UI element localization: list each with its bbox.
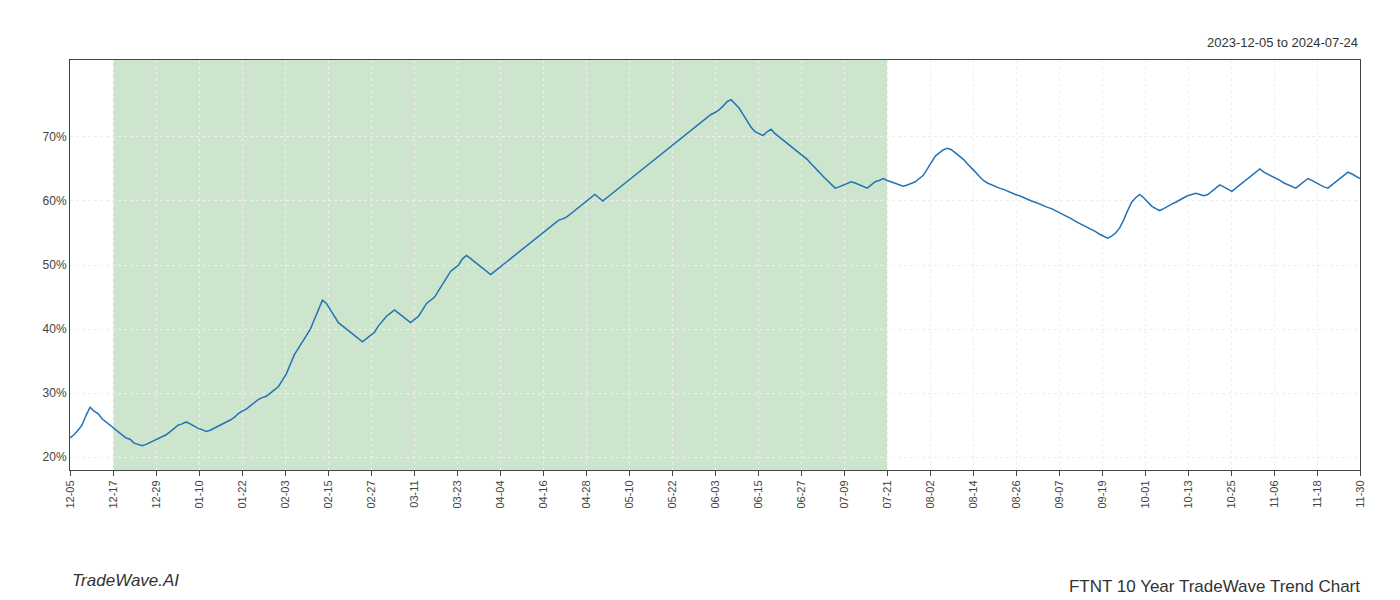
- svg-text:07-21: 07-21: [881, 480, 893, 508]
- svg-text:02-27: 02-27: [365, 480, 377, 508]
- svg-text:40%: 40%: [43, 322, 67, 336]
- svg-text:2023-12-05 to 2024-07-24: 2023-12-05 to 2024-07-24: [1207, 35, 1358, 50]
- svg-text:60%: 60%: [43, 194, 67, 208]
- svg-text:09-19: 09-19: [1096, 480, 1108, 508]
- svg-text:20%: 20%: [43, 450, 67, 464]
- svg-text:08-14: 08-14: [967, 480, 979, 508]
- svg-text:05-10: 05-10: [623, 480, 635, 508]
- svg-text:12-29: 12-29: [150, 480, 162, 508]
- svg-text:10-13: 10-13: [1182, 480, 1194, 508]
- svg-text:30%: 30%: [43, 386, 67, 400]
- svg-text:11-06: 11-06: [1268, 480, 1280, 507]
- svg-text:04-28: 04-28: [580, 480, 592, 508]
- svg-text:01-10: 01-10: [193, 480, 205, 508]
- svg-text:01-22: 01-22: [236, 480, 248, 508]
- svg-text:70%: 70%: [43, 130, 67, 144]
- svg-text:10-25: 10-25: [1225, 480, 1237, 508]
- svg-text:02-15: 02-15: [322, 480, 334, 508]
- svg-text:TradeWave.AI: TradeWave.AI: [72, 571, 179, 590]
- svg-text:10-01: 10-01: [1139, 480, 1151, 508]
- svg-text:04-04: 04-04: [494, 480, 506, 508]
- svg-text:07-09: 07-09: [838, 480, 850, 508]
- svg-text:06-03: 06-03: [709, 480, 721, 508]
- svg-text:03-23: 03-23: [451, 480, 463, 508]
- svg-text:04-16: 04-16: [537, 480, 549, 508]
- svg-text:02-03: 02-03: [279, 480, 291, 508]
- svg-text:05-22: 05-22: [666, 480, 678, 508]
- svg-text:08-26: 08-26: [1010, 480, 1022, 508]
- svg-text:11-18: 11-18: [1311, 480, 1323, 507]
- svg-text:50%: 50%: [43, 258, 67, 272]
- svg-text:06-27: 06-27: [795, 480, 807, 508]
- svg-text:08-02: 08-02: [924, 480, 936, 508]
- svg-text:12-17: 12-17: [107, 480, 119, 508]
- svg-text:FTNT 10 Year TradeWave Trend C: FTNT 10 Year TradeWave Trend Chart: [1069, 577, 1360, 596]
- svg-text:03-11: 03-11: [408, 480, 420, 507]
- svg-text:06-15: 06-15: [752, 480, 764, 508]
- svg-text:11-30: 11-30: [1354, 480, 1366, 507]
- svg-text:09-07: 09-07: [1053, 480, 1065, 508]
- svg-text:12-05: 12-05: [64, 480, 76, 508]
